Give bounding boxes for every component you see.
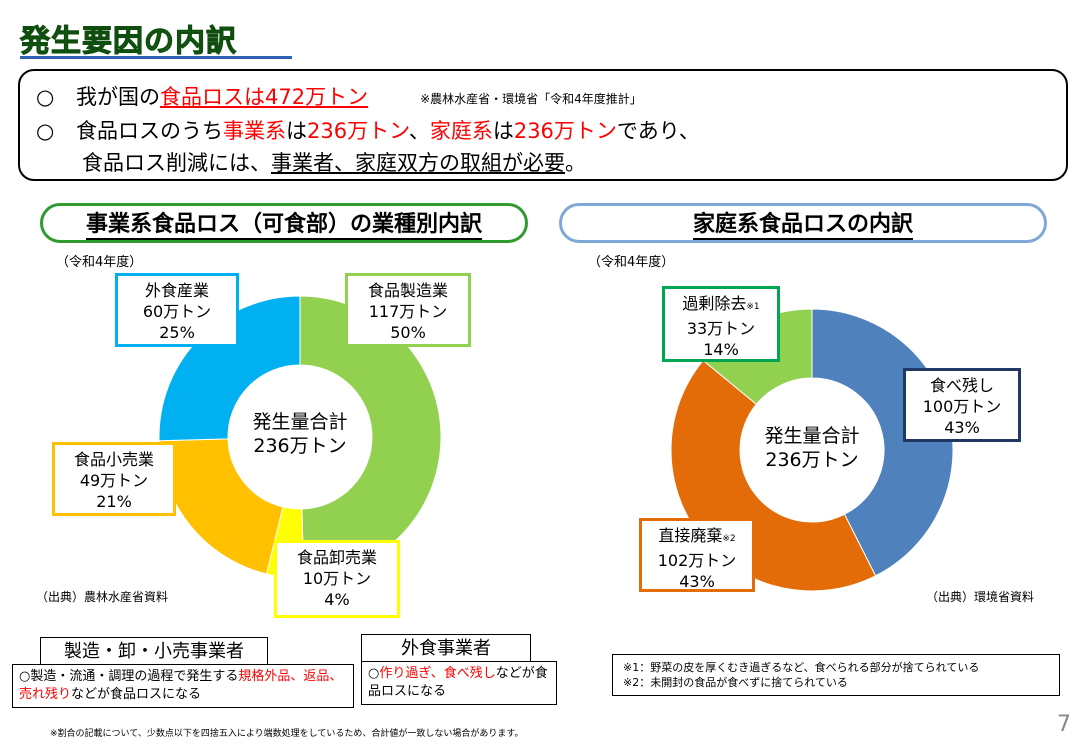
restaurant-description: ○作り過ぎ、食べ残しなどが食品ロスになる: [361, 661, 557, 705]
callout-leftovers: 食べ残し 100万トン 43%: [903, 368, 1021, 442]
callout-percent: 43%: [679, 572, 715, 591]
business-section-header: 事業系食品ロス（可食部）の業種別内訳: [40, 203, 528, 243]
household-amount: 236万トン: [513, 119, 617, 143]
business-label: 事業系: [223, 119, 286, 143]
summary-text: 食品ロス削減には、: [82, 151, 271, 175]
callout-name: 直接廃棄※2: [658, 526, 736, 545]
callout-food-service: 外食産業 60万トン 25%: [115, 273, 239, 347]
callout-food-retail: 食品小売業 49万トン 21%: [52, 442, 176, 516]
callout-amount: 60万トン: [142, 302, 212, 321]
estimate-note: ※農林水産省・環境省「令和4年度推計」: [420, 91, 642, 106]
business-header-text: 事業系食品ロス（可食部）の業種別内訳: [85, 206, 483, 244]
both-efforts-needed: 事業者、家庭双方の取組が必要: [271, 151, 565, 175]
callout-percent: 14%: [703, 340, 739, 359]
desc-text: ○: [368, 666, 380, 681]
callout-amount: 10万トン: [302, 569, 372, 588]
callout-excessive-removal: 過剰除去※1 33万トン 14%: [662, 286, 780, 362]
donut-slice-3: [158, 438, 284, 575]
note-1: ※1：野菜の皮を厚くむき過ぎるなど、食べられる部分が捨てられている: [623, 661, 980, 674]
business-amount: 236万トン: [307, 119, 409, 143]
household-label: 家庭系: [429, 119, 493, 143]
summary-text: 。: [565, 151, 586, 175]
callout-percent: 50%: [390, 323, 426, 342]
notes-box: ※1：野菜の皮を厚くむき過ぎるなど、食べられる部分が捨てられている ※2：未開封…: [612, 654, 1060, 696]
household-center-label: 発生量合計: [764, 425, 859, 447]
donut-slice-4: [158, 295, 301, 442]
summary-text: は: [492, 119, 514, 143]
manufacturing-tab: 製造・卸・小売事業者: [40, 637, 268, 665]
household-section-header: 家庭系食品ロスの内訳: [559, 203, 1047, 243]
callout-direct-disposal: 直接廃棄※2 102万トン 43%: [639, 518, 755, 592]
callout-food-manufacturing: 食品製造業 117万トン 50%: [345, 273, 471, 347]
callout-name: 食品小売業: [73, 450, 154, 469]
summary-line-1: ○ 我が国の食品ロスは472万トン ※農林水産省・環境省「令和4年度推計」: [36, 81, 642, 111]
bullet: ○: [36, 119, 55, 143]
callout-name: 食べ残し: [929, 376, 994, 395]
callout-amount: 33万トン: [686, 319, 756, 338]
bullet: ○: [36, 85, 55, 109]
household-source: （出典）環境省資料: [926, 590, 1035, 604]
household-header-text: 家庭系食品ロスの内訳: [692, 206, 914, 244]
summary-text: 我が国の: [76, 85, 160, 109]
page-title: 発生要因の内訳: [20, 24, 237, 60]
desc-text: などが食品ロスになる: [368, 666, 548, 699]
summary-text: 、: [408, 119, 430, 143]
summary-text: であり、: [616, 119, 700, 143]
summary-box: ○ 我が国の食品ロスは472万トン ※農林水産省・環境省「令和4年度推計」 ○ 食品ロ…: [18, 69, 1068, 181]
household-center-total: 236万トン: [765, 449, 858, 471]
total-loss-highlight: 食品ロスは472万トン: [160, 85, 369, 109]
callout-name: 食品卸売業: [296, 548, 377, 567]
callout-percent: 4%: [324, 590, 350, 609]
summary-line-3: 食品ロス削減には、事業者、家庭双方の取組が必要。: [82, 147, 586, 177]
note-mark: ※2: [722, 534, 736, 544]
callout-amount: 117万トン: [368, 302, 448, 321]
business-source: （出典）農林水産省資料: [36, 590, 169, 604]
note-mark: ※1: [746, 302, 760, 312]
page-number: 7: [1057, 712, 1071, 737]
summary-line-2: ○ 食品ロスのうち事業系は236万トン、家庭系は236万トンであり、: [36, 115, 700, 145]
callout-name: 外食産業: [144, 281, 209, 300]
callout-percent: 21%: [96, 492, 132, 511]
callout-percent: 43%: [944, 418, 980, 437]
desc-highlight: 規格外品、返品、売れ残り: [19, 669, 343, 702]
callout-food-wholesale: 食品卸売業 10万トン 4%: [274, 540, 400, 618]
note-2: ※2：未開封の食品が食べずに捨てられている: [623, 676, 848, 689]
callout-name: 過剰除去※1: [682, 294, 760, 313]
title-underline: [20, 56, 292, 59]
manufacturing-description: ○製造・流通・調理の過程で発生する規格外品、返品、売れ残りなどが食品ロスになる: [12, 664, 354, 708]
summary-text: 食品ロスのうち: [76, 119, 223, 143]
callout-amount: 102万トン: [657, 551, 737, 570]
callout-amount: 49万トン: [79, 471, 149, 490]
desc-text: ○製造・流通・調理の過程で発生する: [19, 669, 239, 684]
callout-amount: 100万トン: [922, 397, 1002, 416]
restaurant-tab: 外食事業者: [361, 634, 531, 662]
callout-name: 食品製造業: [367, 281, 448, 300]
summary-text: は: [286, 119, 307, 143]
business-center-label: 発生量合計: [252, 411, 347, 433]
business-year: （令和4年度）: [56, 255, 143, 270]
desc-highlight: 作り過ぎ、食べ残し: [379, 666, 496, 681]
rounding-footnote: ※割合の記載について、少数点以下を四捨五入により端数処理をしているため、合計値が…: [50, 729, 524, 739]
desc-text: などが食品ロスになる: [71, 687, 202, 702]
business-center-total: 236万トン: [253, 435, 346, 457]
household-year: （令和4年度）: [588, 255, 675, 270]
callout-percent: 25%: [159, 323, 195, 342]
